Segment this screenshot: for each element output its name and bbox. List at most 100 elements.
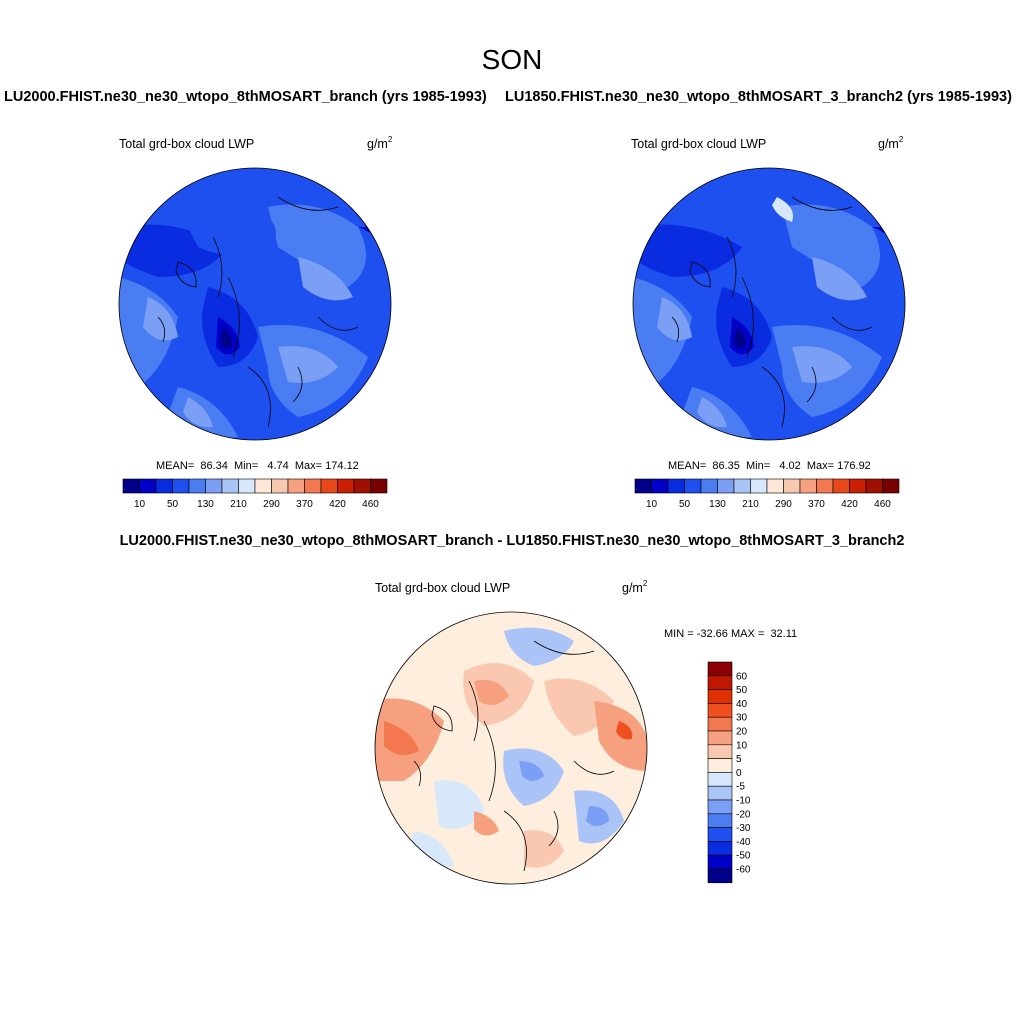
panel1-colorbar-swatch (122, 478, 140, 494)
difference-colorbar-swatch (707, 813, 733, 828)
panel2-colorbar-swatch (865, 478, 883, 494)
figure-title: SON (481, 44, 543, 75)
difference-colorbar-tick-label: 60 (736, 671, 748, 682)
panel2-colorbar-swatch (816, 478, 834, 494)
panel1-colorbar-tick-label: 10 (134, 499, 146, 510)
difference-colorbar-swatch (707, 827, 733, 842)
panel2-colorbar-swatch (651, 478, 669, 494)
difference-colorbar-swatch (707, 689, 733, 704)
difference-colorbar-tick-label: -60 (736, 865, 751, 876)
difference-max-label: MAX = (730, 628, 765, 640)
panel2-colorbar-swatch (799, 478, 817, 494)
difference-colorbar-swatch (707, 675, 733, 690)
panel1-mean-value: 86.34 (200, 460, 228, 472)
difference-title: LU2000.FHIST.ne30_ne30_wtopo_8thMOSART_b… (119, 533, 905, 549)
difference-colorbar-tick-label: 30 (736, 713, 748, 724)
panel1-colorbar-swatch (221, 478, 239, 494)
panel2-colorbar-swatch (634, 478, 652, 494)
panel2-colorbar-tick-label: 130 (709, 499, 726, 510)
difference-colorbar-tick-label: 0 (736, 768, 742, 779)
difference-colorbar-swatch (707, 799, 733, 815)
panel2-colorbar-swatch (700, 478, 718, 494)
panel3-variable-label: Total grd-box cloud LWP (375, 581, 511, 595)
panel2-colorbar-tick-label: 10 (646, 499, 658, 510)
difference-colorbar-tick-label: 10 (736, 740, 748, 751)
panel1-colorbar-swatch (304, 478, 322, 494)
panel2-colorbar-swatch (849, 478, 867, 494)
panel1-stats: MEAN= 86.34 Min= 4.74 Max= 174.12 (156, 460, 359, 472)
panel1-colorbar-swatch (155, 478, 173, 494)
case1-title: LU2000.FHIST.ne30_ne30_wtopo_8thMOSART_b… (4, 89, 487, 105)
panel2-min-value: 4.02 (779, 460, 801, 472)
panel2-colorbar: 10 50 130 210 290 370 420 460 (634, 478, 900, 510)
panel2-min-label: Min= (746, 460, 771, 472)
panel1-colorbar-swatch (205, 478, 223, 494)
panel1-polar-map (118, 167, 392, 441)
panel2-mean-value: 86.35 (712, 460, 740, 472)
panel1-colorbar-swatch (139, 478, 157, 494)
panel2-units-label: g/m2 (878, 135, 904, 151)
panel1-colorbar-swatch (254, 478, 272, 494)
panel2-colorbar-tick-label: 370 (808, 499, 825, 510)
panel1-colorbar-swatch (370, 478, 388, 494)
difference-colorbar-tick-label: -40 (736, 837, 751, 848)
case2-title: LU1850.FHIST.ne30_ne30_wtopo_8thMOSART_3… (505, 89, 1012, 105)
panel2-colorbar-tick-label: 210 (742, 499, 759, 510)
panel1-colorbar-tick-label: 420 (329, 499, 346, 510)
panel1-colorbar-swatch (337, 478, 355, 494)
panel2-colorbar-tick-label: 50 (679, 499, 691, 510)
panel1-max-label: Max= (294, 460, 323, 472)
panel2-variable-label: Total grd-box cloud LWP (631, 137, 767, 151)
panel2-colorbar-swatch (832, 478, 850, 494)
difference-colorbar-swatch (707, 785, 733, 801)
panel1-variable-label: Total grd-box cloud LWP (119, 137, 255, 151)
panel1-colorbar-swatch (172, 478, 190, 494)
difference-colorbar-swatch (707, 716, 733, 732)
difference-colorbar-tick-label: -20 (736, 809, 751, 820)
difference-colorbar-tick-label: -50 (736, 851, 751, 862)
panel1-colorbar-tick-label: 50 (167, 499, 179, 510)
panel1-colorbar-swatch (188, 478, 206, 494)
panel1-colorbar-tick-label: 460 (362, 499, 379, 510)
difference-min-value: -32.66 (696, 628, 728, 640)
difference-colorbar-swatch (707, 772, 733, 787)
difference-stats: MIN = -32.66 MAX = 32.11 (664, 628, 797, 640)
difference-colorbar-swatch (707, 758, 733, 773)
panel2-colorbar-tick-label: 460 (874, 499, 891, 510)
panel2-colorbar-tick-label: 420 (841, 499, 858, 510)
panel1-colorbar-tick-label: 130 (197, 499, 214, 510)
panel2-colorbar-swatch (783, 478, 801, 494)
difference-colorbar-swatch (707, 868, 733, 884)
panel2-polar-map (632, 167, 906, 441)
panel3-units-label: g/m2 (622, 579, 648, 595)
difference-colorbar-tick-label: -30 (736, 823, 751, 834)
difference-colorbar-tick-label: 20 (736, 727, 748, 738)
difference-polar-map (374, 611, 648, 885)
difference-colorbar-tick-label: 5 (736, 754, 742, 765)
difference-colorbar-swatch (707, 854, 733, 870)
difference-colorbar-swatch (707, 841, 733, 856)
panel1-min-value: 4.74 (267, 460, 289, 472)
panel2-max-value: 176.92 (837, 460, 871, 472)
difference-colorbar-tick-label: -5 (736, 782, 745, 793)
panel2-stats: MEAN= 86.35 Min= 4.02 Max= 176.92 (668, 460, 871, 472)
panel2-colorbar-swatch (684, 478, 702, 494)
difference-min-label: MIN = (664, 628, 694, 640)
panel1-colorbar-tick-label: 370 (296, 499, 313, 510)
panel1-colorbar-swatch (287, 478, 305, 494)
panel1-colorbar-tick-label: 290 (263, 499, 280, 510)
difference-colorbar-tick-label: -10 (736, 796, 751, 807)
difference-colorbar-swatch (707, 730, 733, 746)
panel1-colorbar-swatch (320, 478, 338, 494)
panel1-units-label: g/m2 (367, 135, 393, 151)
panel1-colorbar: 10 50 130 210 290 370 420 460 (122, 478, 388, 510)
panel1-colorbar-tick-label: 210 (230, 499, 247, 510)
difference-colorbar-tick-label: 40 (736, 699, 748, 710)
panel1-max-value: 174.12 (325, 460, 359, 472)
panel2-colorbar-swatch (766, 478, 784, 494)
panel2-max-label: Max= (806, 460, 835, 472)
panel2-colorbar-tick-label: 290 (775, 499, 792, 510)
panel1-colorbar-swatch (271, 478, 289, 494)
difference-colorbar-tick-label: 50 (736, 685, 748, 696)
